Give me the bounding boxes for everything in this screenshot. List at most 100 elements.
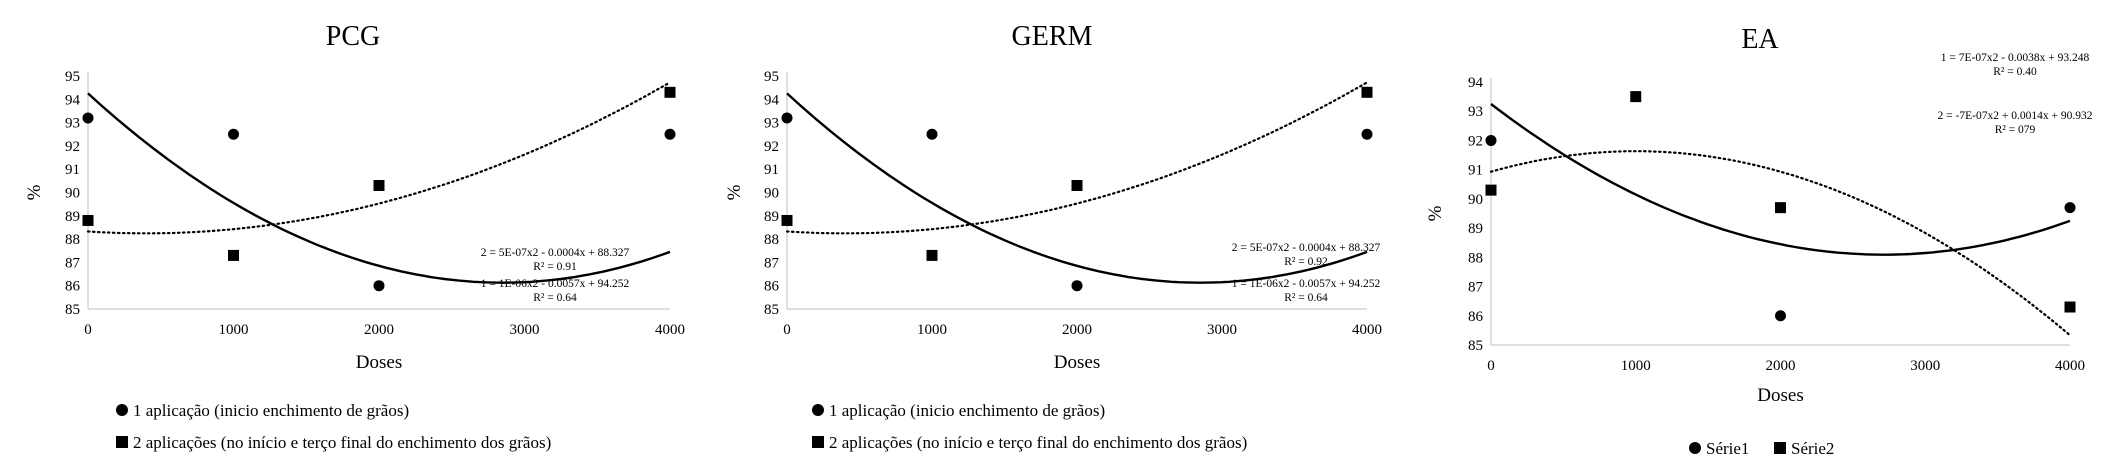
data-point-series-1 — [926, 128, 938, 140]
y-tick-label: 94 — [65, 92, 81, 108]
r-squared-label: R² = 0.64 — [533, 292, 577, 304]
data-point-series-1 — [1485, 134, 1497, 146]
legend-item-label: 1 aplicação (inicio enchimento de grãos) — [133, 401, 409, 420]
y-axis-label: % — [724, 184, 745, 200]
x-tick-label: 3000 — [510, 322, 540, 338]
x-tick-label: 2000 — [364, 322, 394, 338]
data-point-series-2 — [228, 249, 239, 261]
legend-item-label: Série1 — [1706, 439, 1749, 458]
data-point-series-2 — [1485, 184, 1497, 196]
x-tick-label: 3000 — [1207, 322, 1237, 338]
data-point-series-2 — [664, 86, 676, 98]
legend-marker-circle — [116, 404, 128, 416]
x-tick-label: 3000 — [1910, 358, 1940, 374]
trendline-series-1 — [1490, 103, 2071, 256]
y-tick-label: 95 — [764, 69, 779, 85]
legend-item-label: 2 aplicações (no início e terço final do… — [829, 433, 1247, 452]
y-tick-label: 85 — [764, 302, 779, 318]
trend-equation: 2 = 5E-07x2 - 0.0004x + 88.327 — [1232, 242, 1381, 254]
data-point-series-2 — [781, 214, 793, 226]
legend-marker-square — [812, 436, 824, 448]
x-tick-label: 4000 — [655, 322, 685, 338]
y-tick-label: 88 — [1468, 250, 1483, 266]
y-tick-label: 89 — [65, 209, 80, 225]
y-axis-label: % — [1425, 205, 1446, 221]
data-point-series-1 — [664, 128, 676, 140]
data-point-series-1 — [2064, 202, 2076, 214]
data-point-series-2 — [1775, 202, 1786, 214]
data-point-series-2 — [1630, 91, 1642, 103]
legend-item-label: 2 aplicações (no início e terço final do… — [133, 433, 551, 452]
trendline-series-1 — [786, 92, 1368, 284]
x-tick-label: 1000 — [1621, 358, 1651, 374]
y-tick-label: 85 — [65, 302, 80, 318]
data-point-series-1 — [228, 128, 239, 140]
trendline-series-2 — [1489, 150, 2072, 337]
data-point-series-1 — [1775, 310, 1786, 322]
y-tick-label: 95 — [65, 69, 80, 85]
y-tick-label: 88 — [764, 232, 779, 248]
legend-item-label: Série2 — [1791, 439, 1834, 458]
y-tick-label: 93 — [764, 116, 779, 132]
x-axis-label: Doses — [1054, 352, 1100, 373]
data-point-series-2 — [2064, 301, 2076, 313]
x-axis-label: Doses — [1757, 385, 1803, 406]
chart-title: EA — [1741, 24, 1779, 55]
y-tick-label: 94 — [1468, 75, 1484, 91]
data-point-series-1 — [1361, 128, 1373, 140]
r-squared-label: R² = 0.92 — [1284, 256, 1328, 268]
x-tick-label: 2000 — [1766, 358, 1796, 374]
x-tick-label: 1000 — [219, 322, 249, 338]
legend-marker-circle — [1689, 442, 1701, 454]
data-point-series-1 — [373, 280, 385, 292]
r-squared-label: R² = 0.64 — [1284, 292, 1328, 304]
data-point-series-2 — [373, 180, 385, 192]
y-tick-label: 92 — [1468, 133, 1483, 149]
data-point-series-2 — [1361, 86, 1373, 98]
data-point-series-1 — [781, 112, 793, 124]
trend-equation: 1 = 1E-06x2 - 0.0057x + 94.252 — [481, 278, 630, 290]
x-tick-label: 1000 — [917, 322, 947, 338]
x-tick-label: 4000 — [2055, 358, 2085, 374]
y-tick-label: 86 — [65, 279, 81, 295]
y-tick-label: 90 — [65, 186, 80, 202]
y-tick-label: 85 — [1468, 338, 1483, 354]
data-point-series-2 — [926, 249, 938, 261]
legend-item-label: 1 aplicação (inicio enchimento de grãos) — [829, 401, 1105, 420]
trendline-series-1 — [87, 92, 671, 284]
y-tick-label: 88 — [65, 232, 80, 248]
y-tick-label: 92 — [65, 139, 80, 155]
y-tick-label: 93 — [1468, 104, 1483, 120]
x-axis-label: Doses — [356, 352, 402, 373]
legend-marker-circle — [812, 404, 824, 416]
x-tick-label: 2000 — [1062, 322, 1092, 338]
trend-equation: 2 = 5E-07x2 - 0.0004x + 88.327 — [481, 247, 630, 259]
trendline-series-2 — [785, 81, 1369, 235]
chart-title: GERM — [1012, 21, 1093, 52]
x-tick-label: 4000 — [1352, 322, 1382, 338]
y-tick-label: 86 — [1468, 309, 1484, 325]
y-tick-label: 89 — [764, 209, 779, 225]
y-tick-label: 86 — [764, 279, 780, 295]
y-tick-label: 91 — [1468, 163, 1483, 179]
y-tick-label: 89 — [1468, 221, 1483, 237]
y-tick-label: 90 — [1468, 192, 1483, 208]
y-tick-label: 94 — [764, 92, 780, 108]
y-tick-label: 93 — [65, 116, 80, 132]
y-tick-label: 87 — [65, 255, 81, 271]
trendline-series-2 — [86, 81, 672, 235]
x-tick-label: 0 — [1487, 358, 1495, 374]
r-squared-label: R² = 0.40 — [1993, 66, 2037, 78]
y-tick-label: 87 — [764, 255, 780, 271]
x-tick-label: 0 — [783, 322, 791, 338]
y-tick-label: 92 — [764, 139, 779, 155]
data-point-series-1 — [82, 112, 94, 124]
data-point-series-1 — [1071, 280, 1083, 292]
y-axis-label: % — [24, 184, 45, 200]
legend-marker-square — [116, 436, 128, 448]
y-tick-label: 91 — [65, 162, 80, 178]
trend-equation: 1 = 1E-06x2 - 0.0057x + 94.252 — [1232, 278, 1381, 290]
chart-title: PCG — [326, 21, 380, 52]
y-tick-label: 91 — [764, 162, 779, 178]
